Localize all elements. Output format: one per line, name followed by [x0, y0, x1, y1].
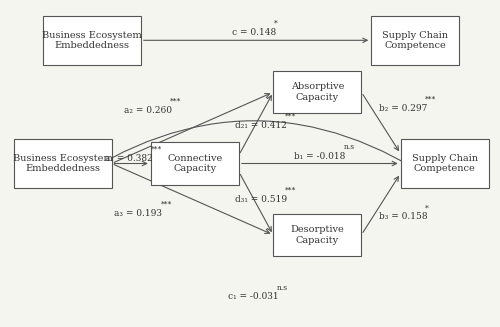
- Text: Connective
Capacity: Connective Capacity: [167, 154, 222, 173]
- Text: b₃ = 0.158: b₃ = 0.158: [379, 213, 428, 221]
- Text: ***: ***: [160, 201, 172, 209]
- Text: d₃₁ = 0.519: d₃₁ = 0.519: [235, 195, 287, 204]
- FancyBboxPatch shape: [371, 16, 460, 65]
- Text: Supply Chain
Competence: Supply Chain Competence: [382, 31, 448, 50]
- Text: ***: ***: [150, 146, 162, 154]
- Text: b₁ = -0.018: b₁ = -0.018: [294, 151, 346, 161]
- FancyBboxPatch shape: [150, 143, 239, 184]
- FancyBboxPatch shape: [43, 16, 141, 65]
- Text: ***: ***: [284, 112, 296, 120]
- Text: Business Ecosystem
Embeddedness: Business Ecosystem Embeddedness: [42, 31, 142, 50]
- Text: c = 0.148: c = 0.148: [232, 28, 276, 37]
- Text: b₂ = 0.297: b₂ = 0.297: [379, 104, 428, 113]
- FancyBboxPatch shape: [14, 139, 112, 188]
- Text: c₁ = -0.031: c₁ = -0.031: [228, 292, 279, 301]
- FancyBboxPatch shape: [400, 139, 489, 188]
- Text: ***: ***: [284, 187, 296, 195]
- Text: a₁ = 0.382: a₁ = 0.382: [105, 154, 152, 163]
- Text: a₃ = 0.193: a₃ = 0.193: [114, 209, 162, 218]
- Text: ***: ***: [170, 97, 181, 105]
- Text: Absorptive
Capacity: Absorptive Capacity: [290, 82, 344, 102]
- Text: *: *: [274, 19, 278, 27]
- FancyBboxPatch shape: [273, 214, 362, 256]
- FancyBboxPatch shape: [273, 71, 362, 113]
- Text: n.s: n.s: [344, 143, 354, 151]
- Text: ***: ***: [425, 95, 436, 104]
- Text: Supply Chain
Competence: Supply Chain Competence: [412, 154, 478, 173]
- Text: a₂ = 0.260: a₂ = 0.260: [124, 106, 172, 114]
- Text: d₂₁ = 0.412: d₂₁ = 0.412: [235, 121, 287, 130]
- Text: *: *: [425, 204, 429, 212]
- Text: Desorptive
Capacity: Desorptive Capacity: [290, 225, 344, 245]
- Text: n.s: n.s: [277, 284, 288, 292]
- Text: Business Ecosystem
Embeddedness: Business Ecosystem Embeddedness: [12, 154, 112, 173]
